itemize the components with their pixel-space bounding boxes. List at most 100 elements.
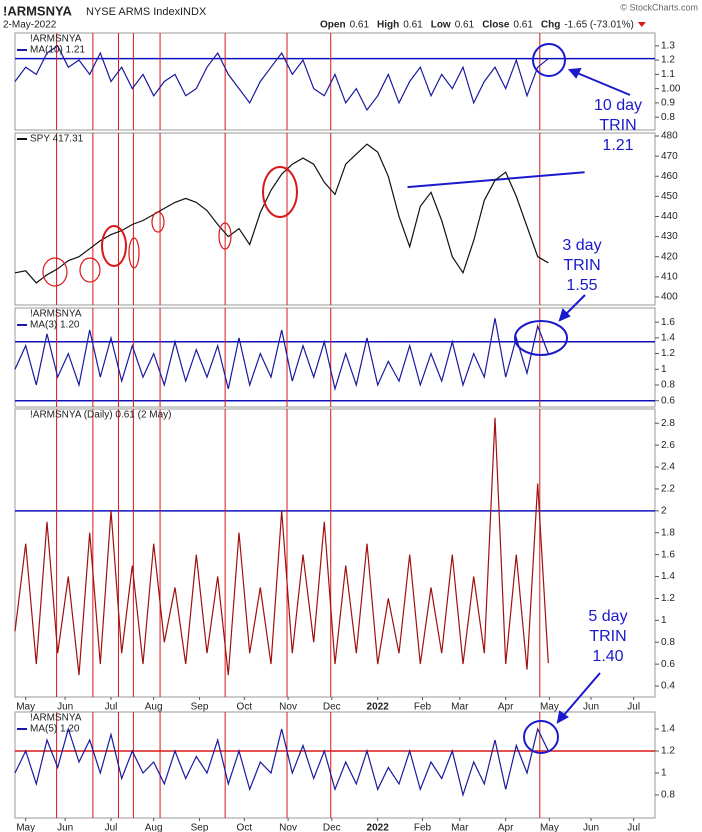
x-tick-label: Nov	[279, 823, 297, 832]
panel-frame	[14, 32, 656, 131]
x-tick-label: Nov	[279, 702, 297, 713]
y-tick-label: 470	[661, 151, 678, 162]
y-tick-label: 1.4	[661, 571, 675, 582]
panel: 400 410 420 430 440 450 460 470 480 SPY 417.31	[14, 131, 678, 306]
quote-value: 0.61	[513, 20, 533, 31]
series-line	[14, 44, 549, 112]
x-tick-label: May	[540, 702, 559, 713]
annotation: 1.21	[602, 137, 633, 154]
x-tick-label: Jun	[583, 702, 599, 713]
quote-value: 0.61	[403, 20, 423, 31]
quote-value: 0.61	[455, 20, 475, 31]
panel-title: !ARMSNYA	[30, 309, 82, 320]
y-tick-label: 2.2	[661, 484, 675, 495]
y-tick-label: 1.3	[661, 40, 675, 51]
annotation: 1.55	[566, 277, 597, 294]
x-tick-label: Jul	[105, 702, 118, 713]
series-line	[14, 417, 549, 676]
symbol: !ARMSNYA	[3, 3, 72, 18]
panel: 0.4 0.6 0.8 1 1.2 1.4 1.6 1.8 2 2.2 2.4 2.6 2.8 May Ju…	[14, 408, 675, 713]
panel-title: !ARMSNYA	[30, 713, 82, 724]
x-tick-label: 2022	[367, 823, 390, 832]
x-tick-label: Sep	[191, 823, 209, 832]
x-tick-label: Dec	[323, 823, 341, 832]
y-tick-label: 0.8	[661, 637, 675, 648]
x-tick-label: Jun	[57, 823, 73, 832]
quote-label: Low	[431, 20, 451, 31]
x-tick-label: 2022	[367, 702, 390, 713]
y-tick-label: 2.4	[661, 462, 675, 473]
y-tick-label: 2.8	[661, 418, 675, 429]
y-tick-label: 450	[661, 191, 678, 202]
annotation: TRIN	[563, 257, 600, 274]
y-tick-label: 1.2	[661, 746, 675, 757]
annotation-marks	[514, 43, 631, 754]
y-tick-label: 1.6	[661, 317, 675, 328]
x-tick-label: May	[16, 823, 35, 832]
annotation: 10 day	[594, 97, 642, 114]
annotation: TRIN	[599, 117, 636, 134]
x-tick-label: Sep	[191, 702, 209, 713]
y-tick-label: 1.00	[661, 83, 681, 94]
quote-label: High	[377, 20, 399, 31]
quote-label: Open	[320, 20, 346, 31]
quote-label: Close	[482, 20, 510, 31]
source: © StockCharts.com	[620, 2, 698, 12]
index-name: NYSE ARMS Index	[86, 6, 181, 18]
x-tick-label: May	[16, 702, 35, 713]
x-tick-label: May	[540, 823, 559, 832]
x-tick-label: Mar	[451, 702, 469, 713]
y-tick-label: 0.6	[661, 659, 675, 670]
annotation: TRIN	[589, 628, 626, 645]
y-tick-label: 1.2	[661, 348, 675, 359]
y-tick-label: 1.2	[661, 55, 675, 66]
y-tick-label: 0.8	[661, 380, 675, 391]
quote-value: -1.65 (-73.01%)	[564, 20, 633, 31]
panel-frame	[14, 408, 656, 698]
annotation: 5 day	[588, 608, 627, 625]
y-tick-label: 440	[661, 211, 678, 222]
x-tick-label: Feb	[414, 823, 432, 832]
y-tick-label: 420	[661, 251, 678, 262]
y-tick-label: 0.4	[661, 681, 675, 692]
y-tick-label: 1.2	[661, 593, 675, 604]
x-tick-label: Apr	[498, 823, 514, 832]
y-tick-label: 1	[661, 768, 667, 779]
series-line	[14, 143, 549, 284]
x-tick-label: Jun	[583, 823, 599, 832]
x-tick-label: Mar	[451, 823, 469, 832]
quote: Open 0.61 High 0.61 Low 0.61 Close 0.61 Chg -1.65…	[320, 20, 646, 31]
legend-entry: SPY 417.31	[30, 134, 84, 145]
x-tick-label: Oct	[237, 823, 253, 832]
quote-label: Chg	[541, 20, 560, 31]
y-tick-label: 2.6	[661, 440, 675, 451]
y-tick-label: 400	[661, 292, 678, 303]
y-tick-label: 1	[661, 615, 667, 626]
date: 2-May-2022	[3, 20, 57, 31]
y-tick-label: 430	[661, 231, 678, 242]
x-tick-label: Jul	[105, 823, 118, 832]
y-tick-label: 480	[661, 131, 678, 142]
x-tick-label: Jun	[57, 702, 73, 713]
y-tick-label: 1	[661, 364, 667, 375]
panel: 0.8 1 1.2 1.4 May Jun Jul Aug Sep Oct Nov Dec 2022 Fe…	[14, 711, 675, 832]
y-tick-label: 410	[661, 271, 678, 282]
y-tick-label: 1.4	[661, 332, 675, 343]
chg-arrow	[637, 22, 646, 27]
y-tick-label: 1.6	[661, 549, 675, 560]
x-tick-label: Aug	[145, 702, 163, 713]
series-line	[14, 726, 549, 798]
panel-frame	[14, 711, 656, 819]
y-tick-label: 460	[661, 171, 678, 182]
legend-entry: MA(5) 1.20	[30, 724, 80, 735]
legend-entry: MA(10) 1.21	[30, 45, 85, 56]
quote-value: 0.61	[350, 20, 370, 31]
x-tick-label: Aug	[145, 823, 163, 832]
y-tick-label: 0.6	[661, 395, 675, 406]
x-tick-label: Oct	[237, 702, 253, 713]
y-tick-label: 1.1	[661, 69, 675, 80]
y-tick-label: 1.4	[661, 724, 675, 735]
exchange: INDX	[180, 6, 207, 18]
